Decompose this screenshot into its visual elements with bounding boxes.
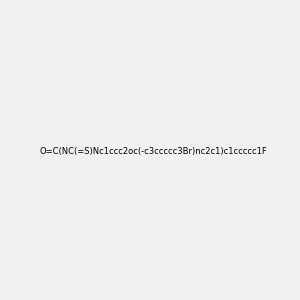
Text: O=C(NC(=S)Nc1ccc2oc(-c3ccccc3Br)nc2c1)c1ccccc1F: O=C(NC(=S)Nc1ccc2oc(-c3ccccc3Br)nc2c1)c1… xyxy=(40,147,268,156)
